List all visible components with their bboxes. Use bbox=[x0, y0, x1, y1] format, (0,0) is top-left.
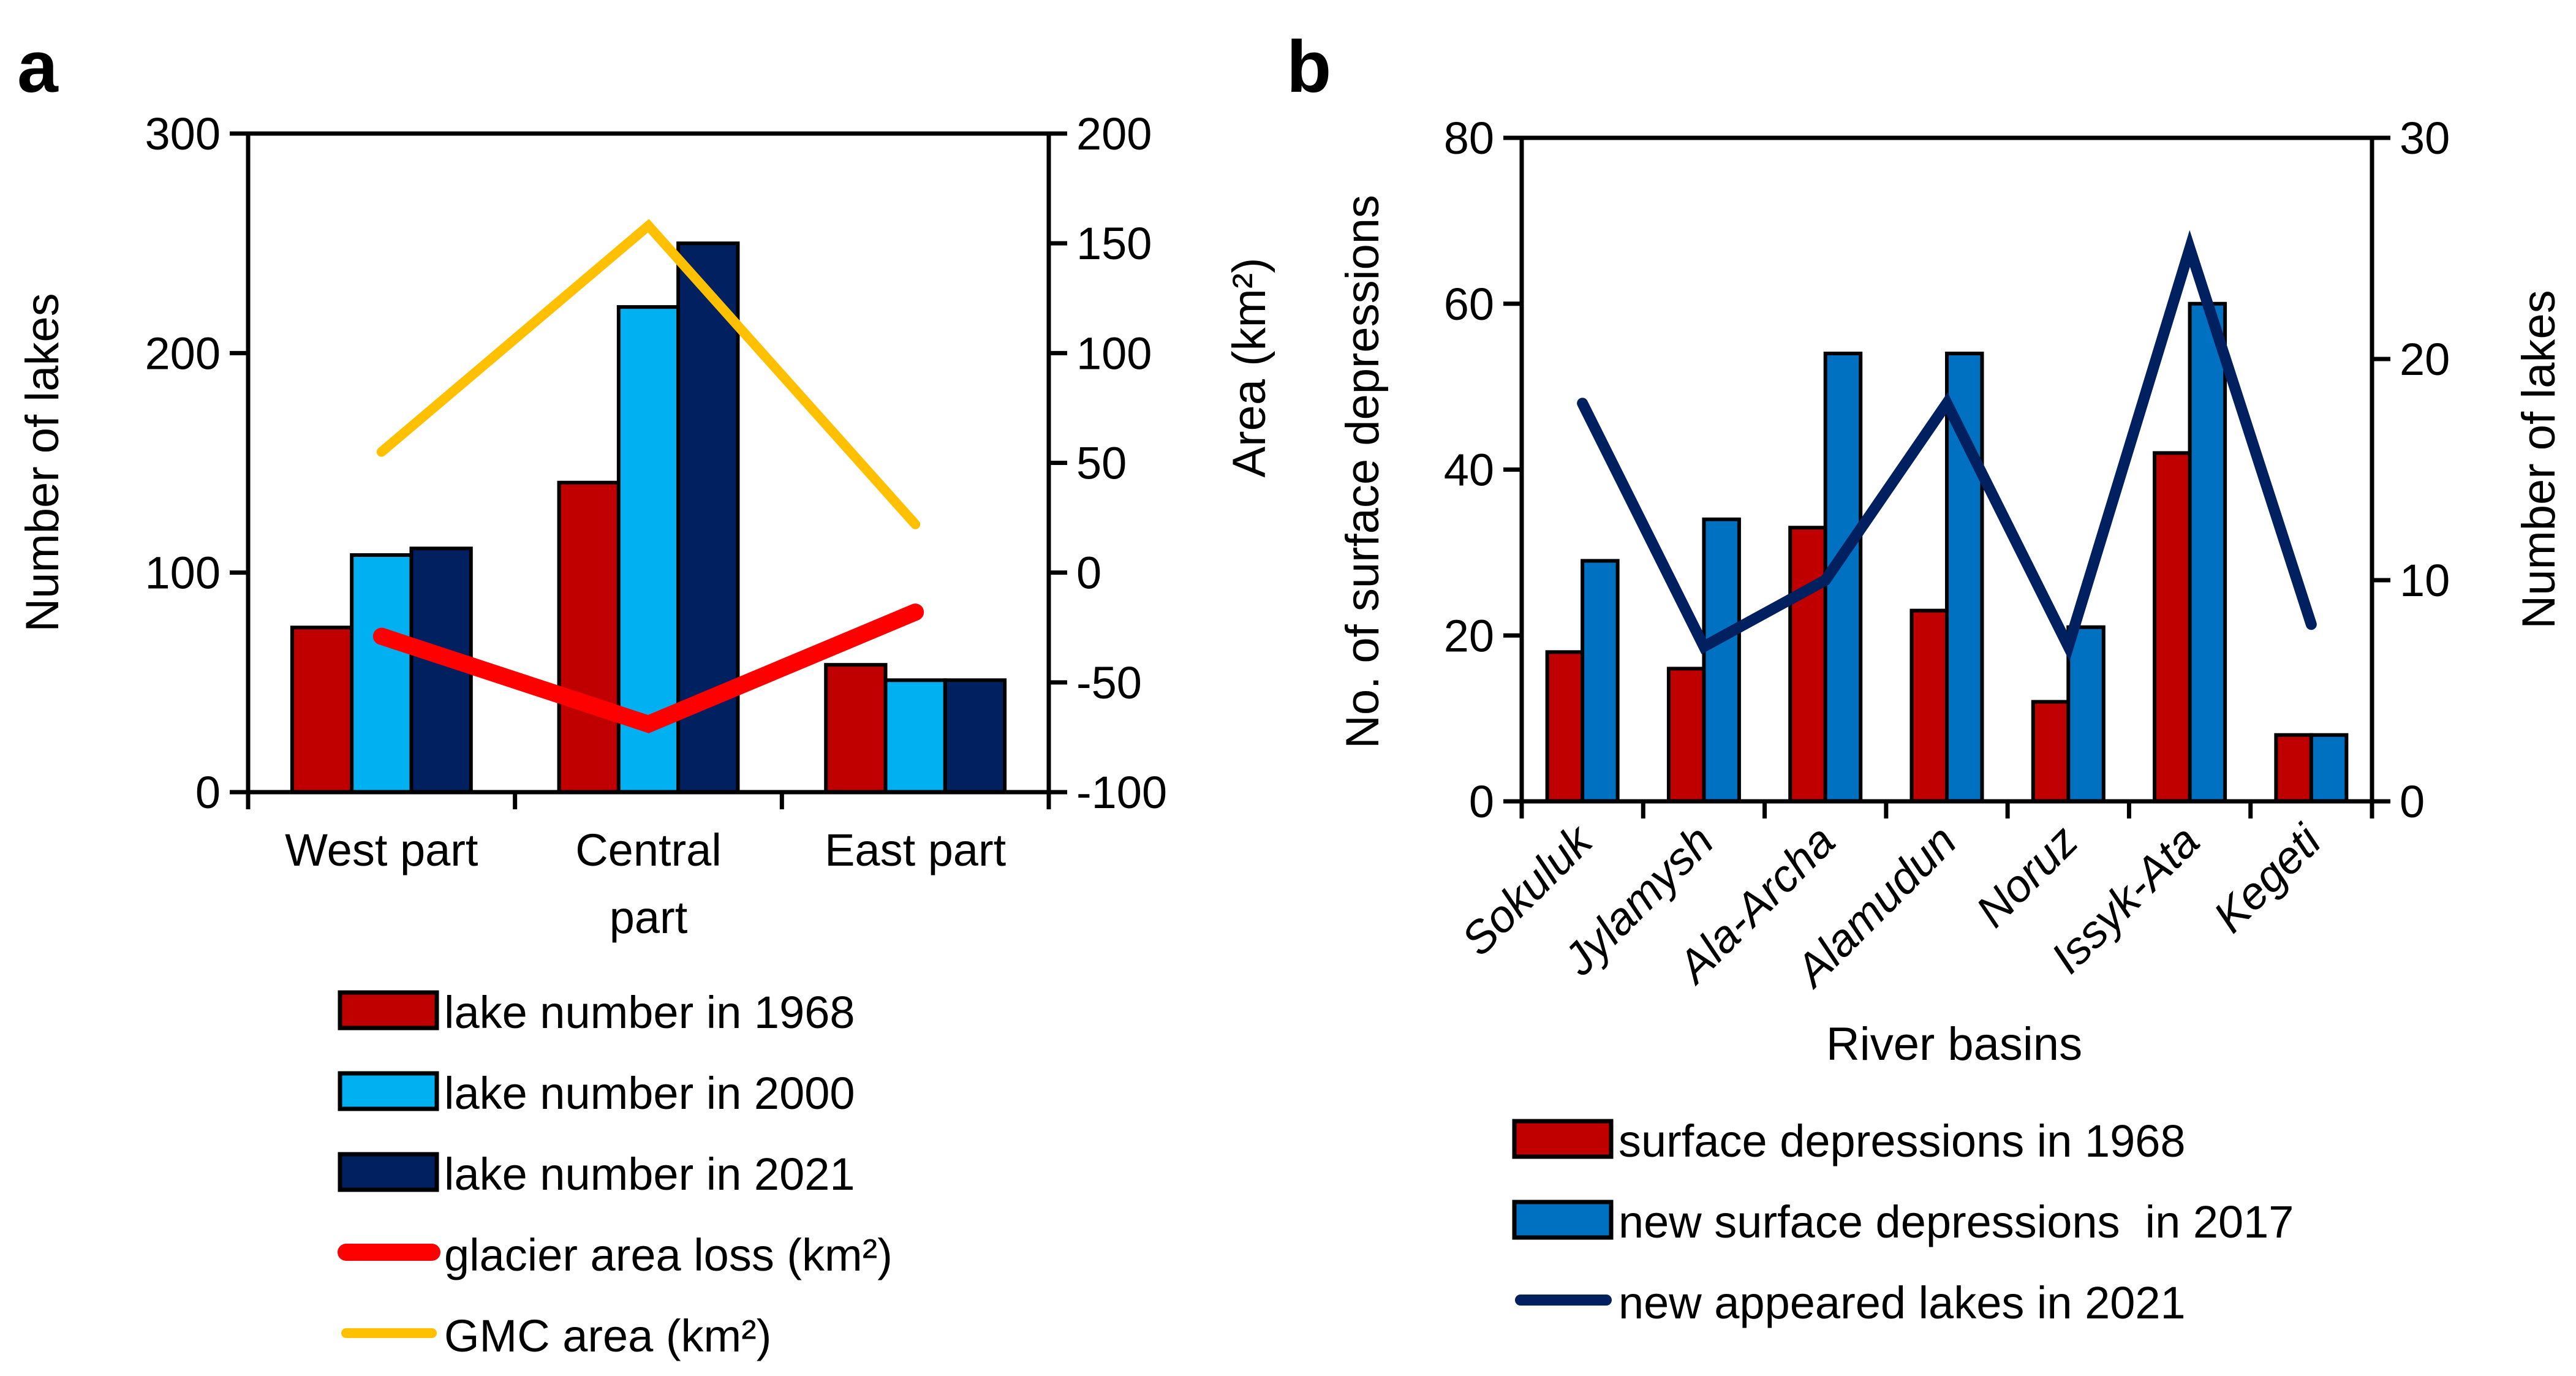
panel-b-lines bbox=[1577, 230, 2317, 662]
left-tick-label: 20 bbox=[1444, 610, 1494, 661]
legend-label-glacier-area-loss-km: glacier area loss (km²) bbox=[444, 1230, 893, 1280]
bar-new-surface-depressions-in-2017-noruz bbox=[2066, 625, 2106, 804]
left-tick-label: 60 bbox=[1444, 279, 1494, 330]
legend-swatch-lake-number-in-2000 bbox=[338, 1071, 439, 1111]
bar-surface-depressions-in-1968-noruz bbox=[2031, 700, 2071, 804]
panel-a-y2-axis-label: Area (km²) bbox=[1223, 258, 1275, 478]
right-tick-label: 150 bbox=[1076, 218, 1152, 269]
panel-a-label: a bbox=[17, 26, 59, 108]
left-tick-label: 40 bbox=[1444, 445, 1494, 496]
panel-b-legend: surface depressions in 1968 new surface d… bbox=[1512, 1116, 2294, 1328]
category-label-central-part: Central bbox=[575, 825, 722, 875]
bar-lake-number-in-1968-east-part bbox=[824, 663, 888, 794]
legend-label-surface-depressions-in-1968: surface depressions in 1968 bbox=[1618, 1116, 2186, 1166]
panel-b: b 0 20 40 60 80 0 10 20 30 SokulukJylamyshAla-A… bbox=[1286, 26, 2565, 1328]
left-tick-label: 0 bbox=[195, 767, 221, 818]
panel-a-bars bbox=[290, 241, 1007, 795]
bar-lake-number-in-2000-west-part bbox=[350, 553, 414, 794]
legend-swatch-lake-number-in-1968 bbox=[338, 990, 439, 1030]
bar-lake-number-in-2000-east-part bbox=[883, 678, 947, 794]
category-label-kegeti: Kegeti bbox=[2204, 814, 2332, 942]
bar-new-surface-depressions-in-2017-issyk-ata bbox=[2188, 301, 2227, 803]
panel-a-axes bbox=[230, 131, 1067, 809]
legend-label-new-appeared-lakes-in-2021: new appeared lakes in 2021 bbox=[1618, 1277, 2186, 1328]
bar-surface-depressions-in-1968-issyk-ata bbox=[2153, 451, 2192, 803]
bar-surface-depressions-in-1968-sokuluk bbox=[1545, 650, 1585, 803]
legend-label-gmc-area-km: GMC area (km²) bbox=[444, 1310, 771, 1361]
legend-swatch-new-surface-depressions-in-2017 bbox=[1512, 1200, 1614, 1240]
panel-b-label: b bbox=[1286, 26, 1331, 108]
panel-b-axes bbox=[1503, 135, 2390, 818]
left-tick-label: 200 bbox=[145, 328, 221, 379]
bar-lake-number-in-2021-east-part bbox=[943, 678, 1007, 794]
panel-b-right-ticks: 0 10 20 30 bbox=[2400, 113, 2450, 827]
right-tick-label: 0 bbox=[2400, 776, 2425, 827]
left-tick-label: 300 bbox=[145, 108, 221, 159]
left-tick-label: 0 bbox=[1469, 776, 1494, 827]
bar-new-surface-depressions-in-2017-sokuluk bbox=[1581, 559, 1620, 803]
panel-a: a 0 100 200 300 -100 -50 0 50 100 150 200 West pa… bbox=[17, 26, 1275, 1361]
legend-swatch-surface-depressions-in-1968 bbox=[1512, 1119, 1614, 1159]
panel-b-x-axis-label: River basins bbox=[1826, 1018, 2082, 1070]
panel-a-legend: lake number in 1968 lake number in 2000 la… bbox=[338, 987, 893, 1361]
right-tick-label: 20 bbox=[2400, 334, 2450, 385]
bar-new-surface-depressions-in-2017-kegeti bbox=[2309, 733, 2349, 803]
panel-b-left-ticks: 0 20 40 60 80 bbox=[1444, 113, 1494, 827]
right-tick-label: 30 bbox=[2400, 113, 2450, 164]
panel-a-right-ticks: -100 -50 0 50 100 150 200 bbox=[1076, 108, 1167, 818]
right-tick-label: -50 bbox=[1076, 657, 1142, 708]
bar-surface-depressions-in-1968-kegeti bbox=[2274, 733, 2313, 803]
right-tick-label: 0 bbox=[1076, 548, 1101, 599]
right-tick-label: 100 bbox=[1076, 328, 1152, 379]
bar-lake-number-in-1968-west-part bbox=[290, 626, 354, 794]
right-tick-label: -100 bbox=[1076, 767, 1167, 818]
panel-a-y-axis-label: Number of lakes bbox=[17, 293, 69, 632]
legend-swatch-lake-number-in-2021 bbox=[338, 1152, 439, 1192]
category-label-east-part: East part bbox=[825, 825, 1007, 875]
legend-label-lake-number-in-1968: lake number in 1968 bbox=[444, 987, 855, 1038]
legend-label-lake-number-in-2000: lake number in 2000 bbox=[444, 1068, 855, 1119]
right-tick-label: 200 bbox=[1076, 108, 1152, 159]
bar-lake-number-in-1968-central-part bbox=[557, 480, 621, 794]
right-tick-label: 10 bbox=[2400, 555, 2450, 606]
bar-surface-depressions-in-1968-ala-archa bbox=[1788, 526, 1827, 803]
legend-label-new-surface-depressions-in-2017: new surface depressions in 2017 bbox=[1618, 1196, 2294, 1247]
left-tick-label: 80 bbox=[1444, 113, 1494, 164]
left-tick-label: 100 bbox=[145, 548, 221, 599]
panel-a-lines bbox=[372, 219, 924, 733]
right-tick-label: 50 bbox=[1076, 438, 1127, 489]
panel-a-left-ticks: 0 100 200 300 bbox=[145, 108, 221, 818]
bar-surface-depressions-in-1968-alamudun bbox=[1909, 608, 1949, 803]
legend-label-lake-number-in-2021: lake number in 2021 bbox=[444, 1149, 855, 1200]
bar-new-surface-depressions-in-2017-jylamysh bbox=[1702, 517, 1741, 803]
panel-b-y-axis-label: No. of surface depressions bbox=[1337, 195, 1389, 749]
panel-a-category-labels: West part Central part East part bbox=[285, 825, 1006, 943]
category-label-west-part: West part bbox=[285, 825, 478, 875]
bar-surface-depressions-in-1968-jylamysh bbox=[1666, 667, 1706, 804]
category-label-central-part: part bbox=[610, 892, 688, 943]
panel-b-y2-axis-label: Number of lakes bbox=[2513, 290, 2565, 629]
